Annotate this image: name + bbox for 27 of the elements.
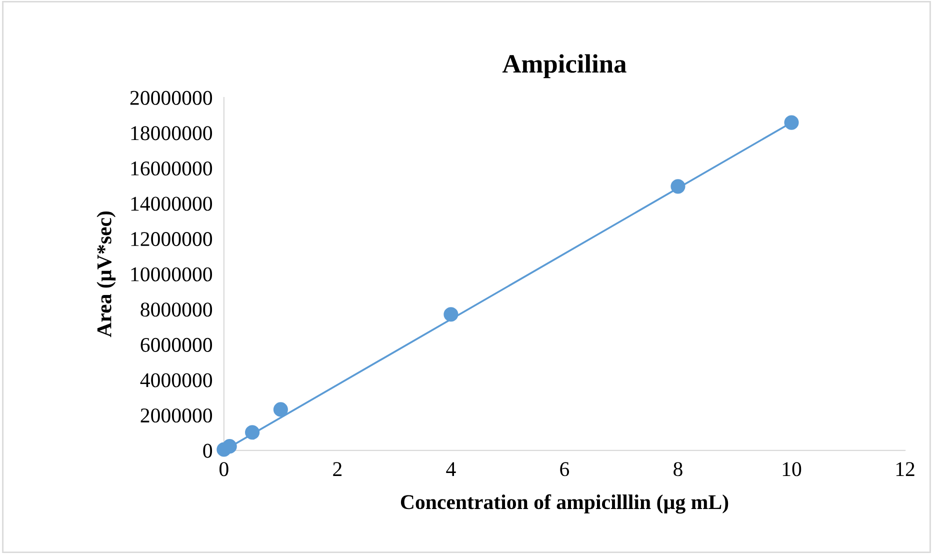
point (245, 425, 260, 440)
y-tick-label: 20000000 (130, 90, 212, 105)
point (444, 307, 458, 322)
x-tick-label: 2 (333, 462, 342, 476)
chart-title: Ampicilina (502, 54, 626, 78)
y-tick-label: 2000000 (140, 408, 212, 423)
y-tick-label: 4000000 (140, 373, 212, 388)
y-tick-label: 14000000 (131, 196, 212, 211)
x-tick-label: 6 (560, 462, 570, 476)
y-tick-label: 16000000 (131, 161, 212, 176)
point (784, 115, 799, 130)
x-tick-label: 12 (896, 462, 914, 476)
x-tick-label: 4 (446, 462, 456, 476)
y-tick-label: 0 (203, 444, 212, 458)
y-tick-label: 12000000 (131, 232, 212, 246)
x-axis-title: Concentration of ampicilllin (µg mL) (400, 494, 728, 514)
y-tick-label: 18000000 (131, 126, 212, 140)
point (670, 179, 686, 194)
y-tick-label: 6000000 (140, 338, 212, 352)
point (273, 402, 288, 417)
y-tick-label: 10000000 (131, 267, 212, 282)
y-axis-title: Area (µV*sec) (96, 212, 116, 338)
point (222, 439, 237, 454)
x-tick-label: 8 (674, 462, 682, 476)
x-tick-label: 10 (782, 462, 802, 476)
x-tick-label: 0 (220, 462, 228, 476)
y-tick-label: 8000000 (140, 302, 212, 317)
